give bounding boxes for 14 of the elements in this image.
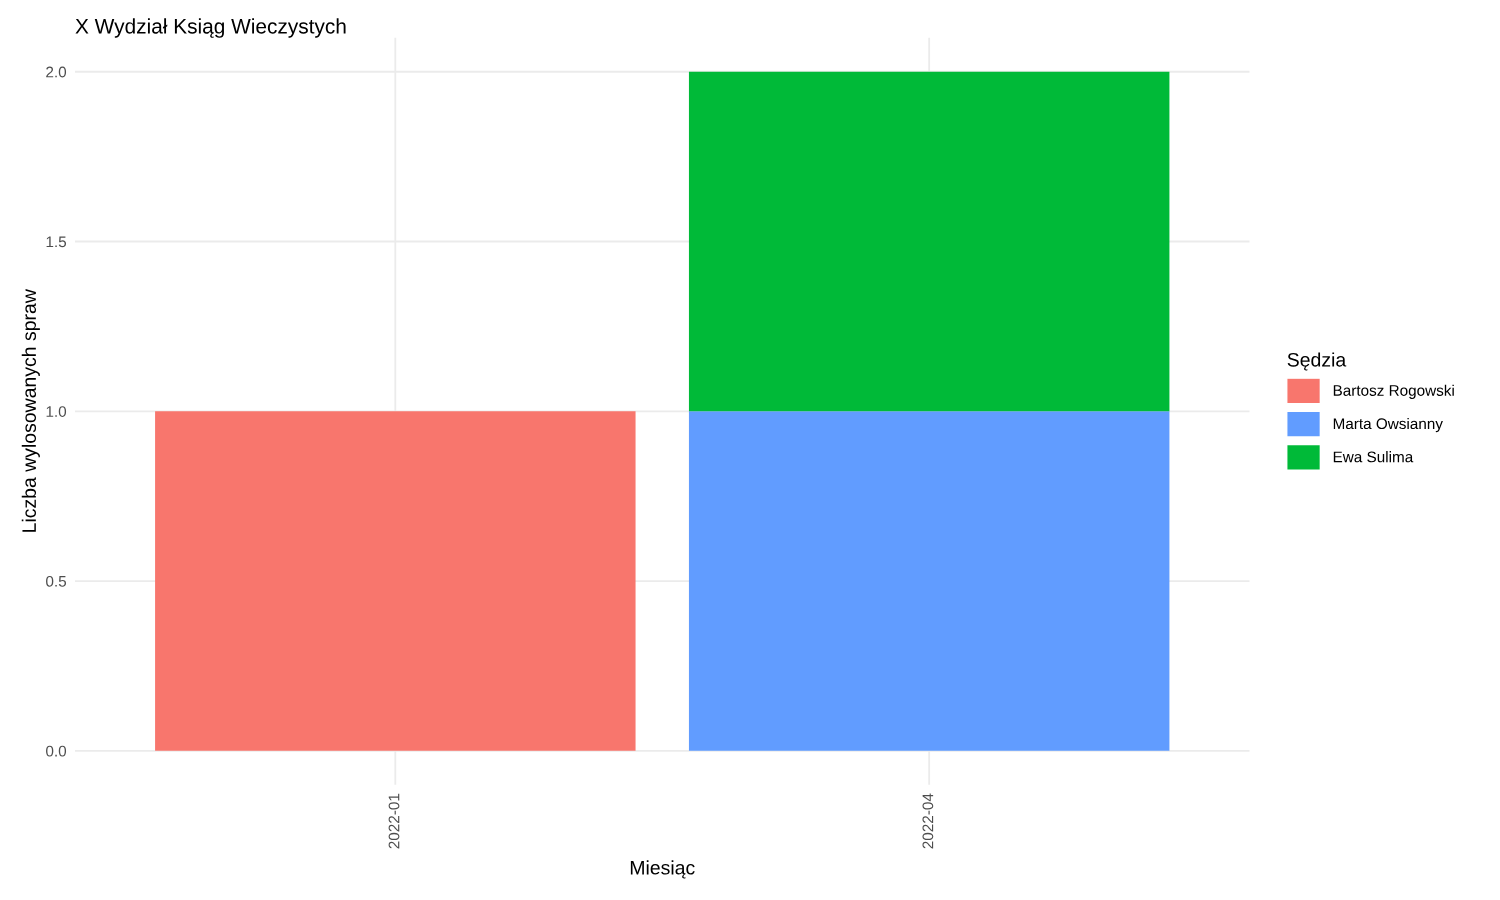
x-tick-label: 2022-01	[388, 793, 400, 849]
legend-label: Marta Owsianny	[1333, 417, 1443, 433]
y-tick-label: 0.5	[46, 575, 67, 587]
legend-title: Sędzia	[1287, 352, 1347, 371]
chart-title: X Wydział Ksiąg Wieczystych	[75, 18, 346, 38]
legend-label: Ewa Sulima	[1333, 451, 1414, 463]
y-axis-title: Liczba wylosowanych spraw	[21, 289, 40, 532]
legend-label: Bartosz Rogowski	[1333, 384, 1454, 399]
x-tick-label: 2022-04	[922, 793, 934, 849]
y-tick-label: 2.0	[46, 66, 67, 78]
y-tick-label: 0.0	[46, 745, 67, 757]
x-axis-title: Miesiąc	[630, 860, 695, 879]
y-tick-label: 1.5	[46, 236, 67, 248]
y-tick-label: 1.0	[46, 406, 67, 417]
